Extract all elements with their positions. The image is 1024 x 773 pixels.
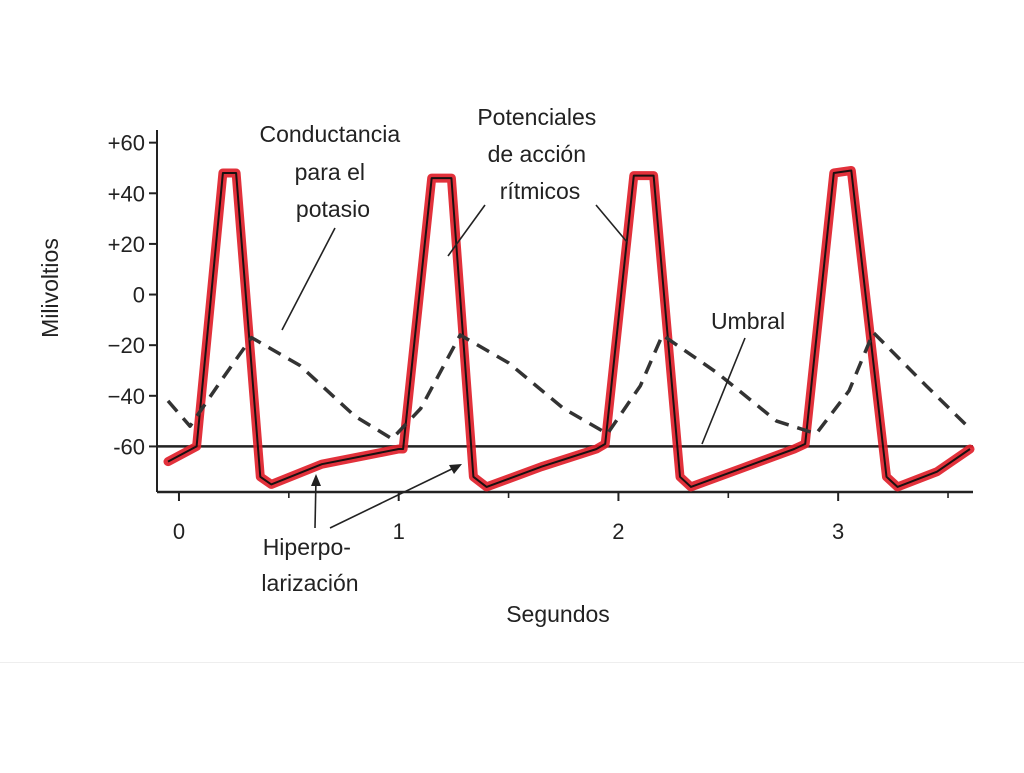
annotation-line: Umbral (711, 308, 785, 334)
annotation-line: larización (261, 570, 358, 596)
annot-leader-line (702, 338, 745, 444)
annotation-line: para el (295, 159, 365, 185)
action-potential-core-line (168, 171, 970, 487)
y-tick-label: −20 (108, 333, 145, 358)
y-axis-label: Milivoltios (37, 238, 63, 338)
x-tick-label: 2 (612, 519, 624, 544)
annotation-umbral: Umbral (711, 308, 785, 334)
divider (0, 662, 1024, 663)
y-tick-label: −40 (108, 384, 145, 409)
annotation-line: Potenciales (477, 104, 596, 130)
potassium-conductance-line (168, 333, 970, 439)
annotation-conductancia: Conductancia para el potasio (259, 121, 406, 222)
y-tick-label: +60 (108, 131, 145, 156)
annotations: Conductancia para el potasio Potenciales… (259, 104, 785, 596)
y-tick-label: +20 (108, 232, 145, 257)
action-potential-line (168, 171, 970, 487)
x-tick-label: 3 (832, 519, 844, 544)
annot-leader-line (282, 228, 335, 330)
x-tick-label: 1 (393, 519, 405, 544)
annotation-line: Hiperpo- (263, 534, 351, 560)
y-tick-label: 0 (133, 283, 145, 308)
y-tick-label: +40 (108, 181, 145, 206)
annot-arrowhead (311, 474, 321, 486)
y-tick-label: -60 (113, 434, 145, 459)
annotation-potenciales: Potenciales de acción rítmicos (477, 104, 602, 204)
annotation-line: rítmicos (500, 178, 581, 204)
annot-leader-line (596, 205, 627, 242)
series-layer (157, 170, 973, 486)
annotation-line: potasio (296, 196, 370, 222)
annotation-hiperpolarizacion: Hiperpo- larización (261, 534, 358, 596)
x-tick-label: 0 (173, 519, 185, 544)
x-axis-label: Segundos (506, 601, 610, 627)
annotation-line: Conductancia (259, 121, 400, 147)
annotation-line: de acción (488, 141, 586, 167)
